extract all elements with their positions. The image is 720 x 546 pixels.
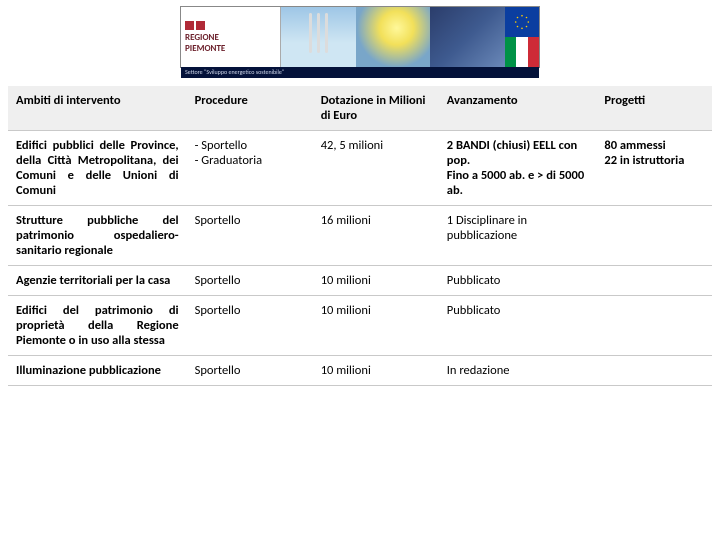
cell-avanzamento: Pubblicato (439, 266, 597, 296)
cell-dotazione: 10 milioni (313, 296, 439, 356)
table-header-row: Ambiti di intervento Procedure Dotazione… (8, 86, 712, 131)
cell-dotazione: 42, 5 milioni (313, 131, 439, 206)
cell-ambito: Strutture pubbliche del patrimonio osped… (8, 206, 187, 266)
logo-text-2: PIEMONTE (185, 43, 276, 54)
cell-procedure: Sportello (187, 356, 313, 386)
cell-procedure: - Sportello- Graduatoria (187, 131, 313, 206)
banner-images (281, 7, 505, 67)
logo-text-1: REGIONE (185, 32, 276, 43)
cell-avanzamento: In redazione (439, 356, 597, 386)
banner-caption: Settore "Sviluppo energetico sostenibile… (181, 67, 539, 78)
regione-piemonte-logo: REGIONE PIEMONTE (181, 7, 281, 67)
header-procedure: Procedure (187, 86, 313, 131)
header-dotazione: Dotazione in Milioni di Euro (313, 86, 439, 131)
cell-progetti (596, 206, 712, 266)
cell-procedure: Sportello (187, 206, 313, 266)
italy-flag-icon (505, 37, 539, 67)
cell-avanzamento: 2 BANDI (chiusi) EELL con pop.Fino a 500… (439, 131, 597, 206)
table-row: Illuminazione pubblicazione Sportello 10… (8, 356, 712, 386)
cell-progetti (596, 296, 712, 356)
header-avanzamento: Avanzamento (439, 86, 597, 131)
header-ambiti: Ambiti di intervento (8, 86, 187, 131)
cell-procedure: Sportello (187, 296, 313, 356)
cell-dotazione: 16 milioni (313, 206, 439, 266)
table-row: Edifici pubblici delle Province, della C… (8, 131, 712, 206)
solar-panel-icon (430, 7, 505, 67)
eu-flag-icon (505, 7, 539, 37)
table-row: Edifici del patrimonio di proprietà dell… (8, 296, 712, 356)
table-row: Agenzie territoriali per la casa Sportel… (8, 266, 712, 296)
cell-progetti: 80 ammessi22 in istruttoria (596, 131, 712, 206)
cell-avanzamento: 1 Disciplinare in pubblicazione (439, 206, 597, 266)
cell-ambito: Illuminazione pubblicazione (8, 356, 187, 386)
table-row: Strutture pubbliche del patrimonio osped… (8, 206, 712, 266)
wind-turbines-icon (281, 7, 356, 67)
sun-icon (356, 7, 431, 67)
header-banner: REGIONE PIEMONTE Settore "Sviluppo energ… (180, 6, 540, 68)
cell-dotazione: 10 milioni (313, 356, 439, 386)
cell-progetti (596, 266, 712, 296)
header-progetti: Progetti (596, 86, 712, 131)
cell-dotazione: 10 milioni (313, 266, 439, 296)
interventions-table: Ambiti di intervento Procedure Dotazione… (8, 86, 712, 386)
cell-progetti (596, 356, 712, 386)
flags (505, 7, 539, 67)
cell-avanzamento: Pubblicato (439, 296, 597, 356)
cell-ambito: Agenzie territoriali per la casa (8, 266, 187, 296)
cell-procedure: Sportello (187, 266, 313, 296)
cell-ambito: Edifici pubblici delle Province, della C… (8, 131, 187, 206)
cell-ambito: Edifici del patrimonio di proprietà dell… (8, 296, 187, 356)
